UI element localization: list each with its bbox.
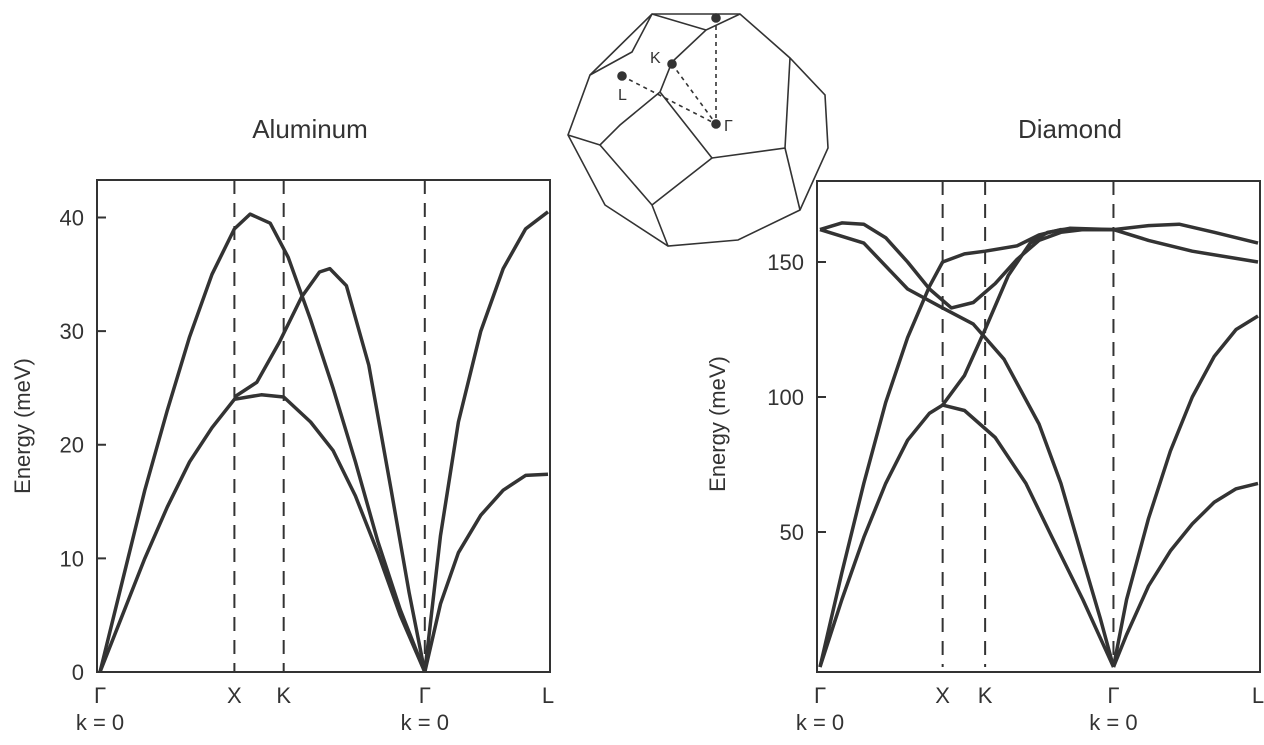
annotation: k = 0 [796, 710, 844, 735]
zone-edge [599, 144, 669, 247]
zone-point [667, 59, 677, 69]
y-axis-label: Energy (meV) [10, 358, 35, 494]
zone-label: Γ [724, 118, 733, 135]
dispersion-curve [941, 226, 1114, 407]
y-tick-label: 150 [767, 250, 804, 275]
dispersion-curve [98, 393, 427, 673]
plot-frame [816, 180, 1261, 673]
brillouin-zone [567, 13, 829, 247]
x-tick-label: L [542, 683, 554, 708]
x-tick-label: Γ [419, 683, 431, 708]
zone-point [617, 71, 627, 81]
annotation: k = 0 [1089, 710, 1137, 735]
zone-label: L [618, 87, 627, 104]
dispersion-curve [1111, 314, 1259, 668]
zone-outline [567, 13, 829, 247]
y-tick-label: 30 [60, 319, 84, 344]
zone-edge [589, 13, 653, 76]
chart-title: Diamond [1018, 114, 1122, 144]
x-tick-label: X [935, 683, 950, 708]
dispersion-curve [818, 403, 1116, 668]
x-tick-label: K [276, 683, 291, 708]
dispersion-curve [819, 227, 1116, 668]
dispersion-curve [1111, 481, 1259, 668]
x-tick-label: Γ [1107, 683, 1119, 708]
dispersion-curve [423, 210, 550, 673]
annotation: k = 0 [76, 710, 124, 735]
dispersion-curve [818, 227, 1259, 668]
y-axis-label: Energy (meV) [705, 356, 730, 492]
zone-edge [711, 57, 791, 159]
y-tick-label: 50 [780, 520, 804, 545]
x-tick-label: L [1252, 683, 1264, 708]
zone-label: K [650, 50, 661, 67]
plot-frame [96, 179, 551, 673]
x-tick-label: Γ [814, 683, 826, 708]
zone-edge [784, 147, 801, 211]
zone-path [621, 63, 717, 125]
zone-edge [651, 13, 707, 31]
y-tick-label: 20 [60, 433, 84, 458]
y-tick-label: 100 [767, 385, 804, 410]
chart-title: Aluminum [252, 114, 368, 144]
dispersion-curve [98, 212, 427, 673]
y-tick-label: 0 [72, 660, 84, 685]
y-tick-label: 10 [60, 546, 84, 571]
x-tick-label: X [227, 683, 242, 708]
zone-point [711, 13, 721, 23]
dispersion-curve [423, 472, 549, 673]
dispersion-curve [819, 221, 1259, 310]
y-tick-label: 40 [60, 205, 84, 230]
x-tick-label: K [978, 683, 993, 708]
x-tick-label: Γ [94, 683, 106, 708]
zone-point [711, 119, 721, 129]
annotation: k = 0 [401, 710, 449, 735]
dispersion-curve [233, 266, 427, 673]
zone-edge [651, 91, 714, 206]
